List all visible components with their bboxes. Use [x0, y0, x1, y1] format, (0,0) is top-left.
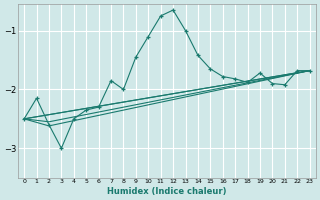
X-axis label: Humidex (Indice chaleur): Humidex (Indice chaleur) — [107, 187, 227, 196]
